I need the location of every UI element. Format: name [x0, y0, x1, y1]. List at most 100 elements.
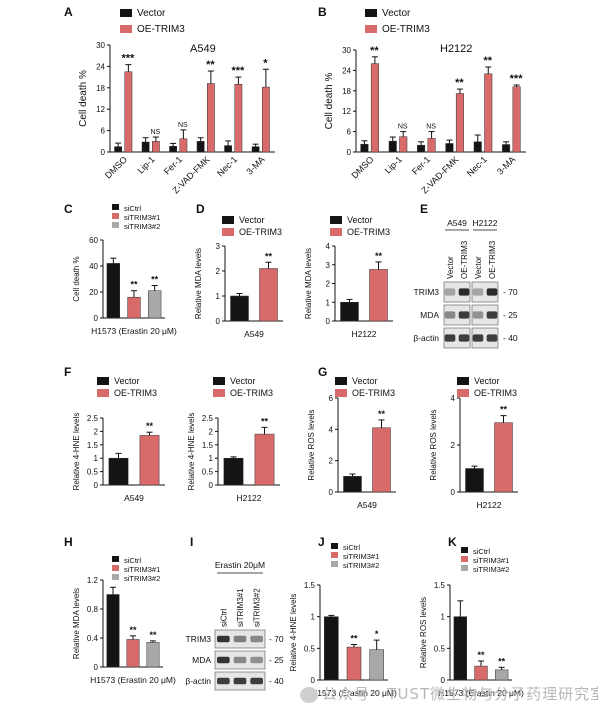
- blot-row-label: MDA: [420, 310, 439, 320]
- x-category-label: Lip-1: [383, 154, 404, 175]
- blot-I: I Erastin 20μM siCtrl siTRIM3#1 siTRIM3#2 TRI…: [185, 535, 284, 691]
- x-axis-label: H1573 (Erastin 20 μM): [90, 675, 176, 685]
- legend-label: OE-TRIM3: [239, 227, 282, 237]
- blot-band: [444, 311, 456, 319]
- legend-swatch: [120, 9, 132, 17]
- chart-title: H2122: [440, 43, 472, 55]
- bar-sitrim3-1: [127, 296, 141, 319]
- legend-swatch: [222, 228, 234, 236]
- legend-swatch: [331, 552, 338, 558]
- blot-band: [217, 656, 230, 664]
- panel-letter: A: [64, 5, 73, 19]
- y-tick-label: 0: [94, 314, 99, 323]
- significance-label: **: [265, 251, 273, 261]
- bar-sictrl: [453, 616, 467, 681]
- blot-band: [444, 288, 456, 296]
- blot-band: [250, 635, 263, 643]
- panel-letter: D: [196, 202, 205, 216]
- blot-band: [217, 635, 230, 643]
- blot-marker-label: - 40: [269, 676, 284, 686]
- y-axis-label: Relative ROS levels: [307, 409, 316, 480]
- bar-vector: [141, 141, 150, 153]
- legend-label: OE-TRIM3: [347, 227, 390, 237]
- panel-letter: B: [318, 5, 327, 19]
- significance-label: **: [378, 409, 386, 419]
- blot-marker-label: - 70: [503, 287, 518, 297]
- bar-oe-trim3: [262, 86, 270, 153]
- blot-lane-label: siTRIM3#1: [236, 588, 245, 627]
- y-tick-label: 2.5: [202, 414, 214, 423]
- panel-letter: F: [64, 365, 71, 379]
- legend-swatch: [461, 556, 468, 562]
- legend-label: OE-TRIM3: [352, 388, 395, 398]
- bar-sictrl: [106, 594, 120, 668]
- y-tick-label: 0: [451, 488, 456, 497]
- x-category-label: Fer-1: [410, 154, 432, 176]
- bar-sitrim3-1: [474, 665, 488, 681]
- blot-group-label: A549: [447, 218, 467, 228]
- legend-swatch: [330, 216, 342, 224]
- significance-label: **: [130, 280, 138, 290]
- chart-F2: 0 0.5 1 1.5 2 2.5 Relative 4-HNE levels ** H2122: [187, 413, 280, 503]
- y-tick-label: 2: [94, 427, 99, 436]
- y-tick-label: 6: [101, 127, 106, 136]
- y-axis-label: Cell death %: [72, 256, 81, 301]
- bar-oe-trim3: [207, 83, 215, 153]
- y-tick-label: 4: [326, 242, 331, 251]
- legend-label: Vector: [137, 8, 166, 19]
- blot-band: [458, 334, 470, 342]
- blot-header: Erastin 20μM: [215, 560, 265, 570]
- legend-swatch: [335, 377, 347, 385]
- blot-row-label: β-actin: [185, 676, 211, 686]
- y-tick-label: 30: [96, 41, 105, 50]
- legend-B: Vector OE-TRIM3: [365, 8, 430, 35]
- legend-label: siTRIM3#1: [124, 213, 160, 222]
- blot-row-label: TRIM3: [414, 287, 440, 297]
- legend-label: siTRIM3#2: [343, 561, 379, 570]
- bar-oe-trim3: [234, 83, 243, 153]
- legend-D1: Vector OE-TRIM3: [222, 215, 282, 237]
- bar-oe-trim3: [455, 93, 464, 153]
- y-tick-label: 20: [89, 288, 98, 297]
- legend-label: siCtrl: [124, 204, 141, 213]
- blot-band: [250, 677, 263, 685]
- y-tick-label: 1.5: [304, 581, 316, 590]
- chart-K: 0 0.5 1 1.5 Relative ROS levels ** ** H1573 (Er…: [419, 535, 524, 698]
- blot-band: [486, 288, 498, 296]
- chart-D1: 0 1 2 3 Relative MDA levels ** A549 D: [194, 202, 283, 339]
- bar-oe-trim3: [139, 435, 160, 486]
- blot-marker-label: - 25: [503, 310, 518, 320]
- significance-label: ***: [121, 53, 135, 65]
- legend-swatch: [331, 543, 338, 549]
- significance-label: *: [263, 57, 268, 69]
- panel-letter: H: [64, 535, 73, 549]
- y-tick-label: 24: [342, 66, 351, 75]
- legend-label: siTRIM3#1: [343, 552, 379, 561]
- bar-oe-trim3: [369, 269, 388, 322]
- y-tick-label: 6: [329, 394, 334, 403]
- legend-swatch: [112, 204, 119, 210]
- y-axis-label: Relative 4-HNE levels: [187, 413, 196, 491]
- bar-oe-trim3: [484, 73, 493, 153]
- y-tick-label: 0.5: [202, 468, 214, 477]
- chart-G2: 0 2 4 Relative ROS levels ** H2122: [429, 394, 518, 510]
- y-tick-label: 24: [96, 62, 105, 71]
- x-axis-label: H2122: [476, 500, 501, 510]
- y-tick-label: 0.5: [304, 644, 316, 653]
- x-category-label: Fer-1: [162, 154, 184, 176]
- bar-oe-trim3: [152, 141, 160, 153]
- panel-letter: K: [448, 535, 457, 549]
- significance-label: ***: [510, 73, 524, 85]
- significance-label: **: [500, 405, 508, 415]
- y-axis-label: Relative MDA levels: [72, 588, 81, 659]
- significance-label: NS: [178, 122, 188, 129]
- y-tick-label: 0: [311, 676, 316, 685]
- bar-vector: [465, 468, 484, 493]
- significance-label: **: [375, 251, 383, 261]
- bar-oe-trim3: [254, 433, 275, 486]
- x-category-label: Nec-1: [465, 154, 489, 178]
- x-category-label: Nec-1: [215, 154, 239, 178]
- bar-sitrim3-2: [146, 642, 160, 668]
- bar-sitrim3-2: [495, 669, 509, 681]
